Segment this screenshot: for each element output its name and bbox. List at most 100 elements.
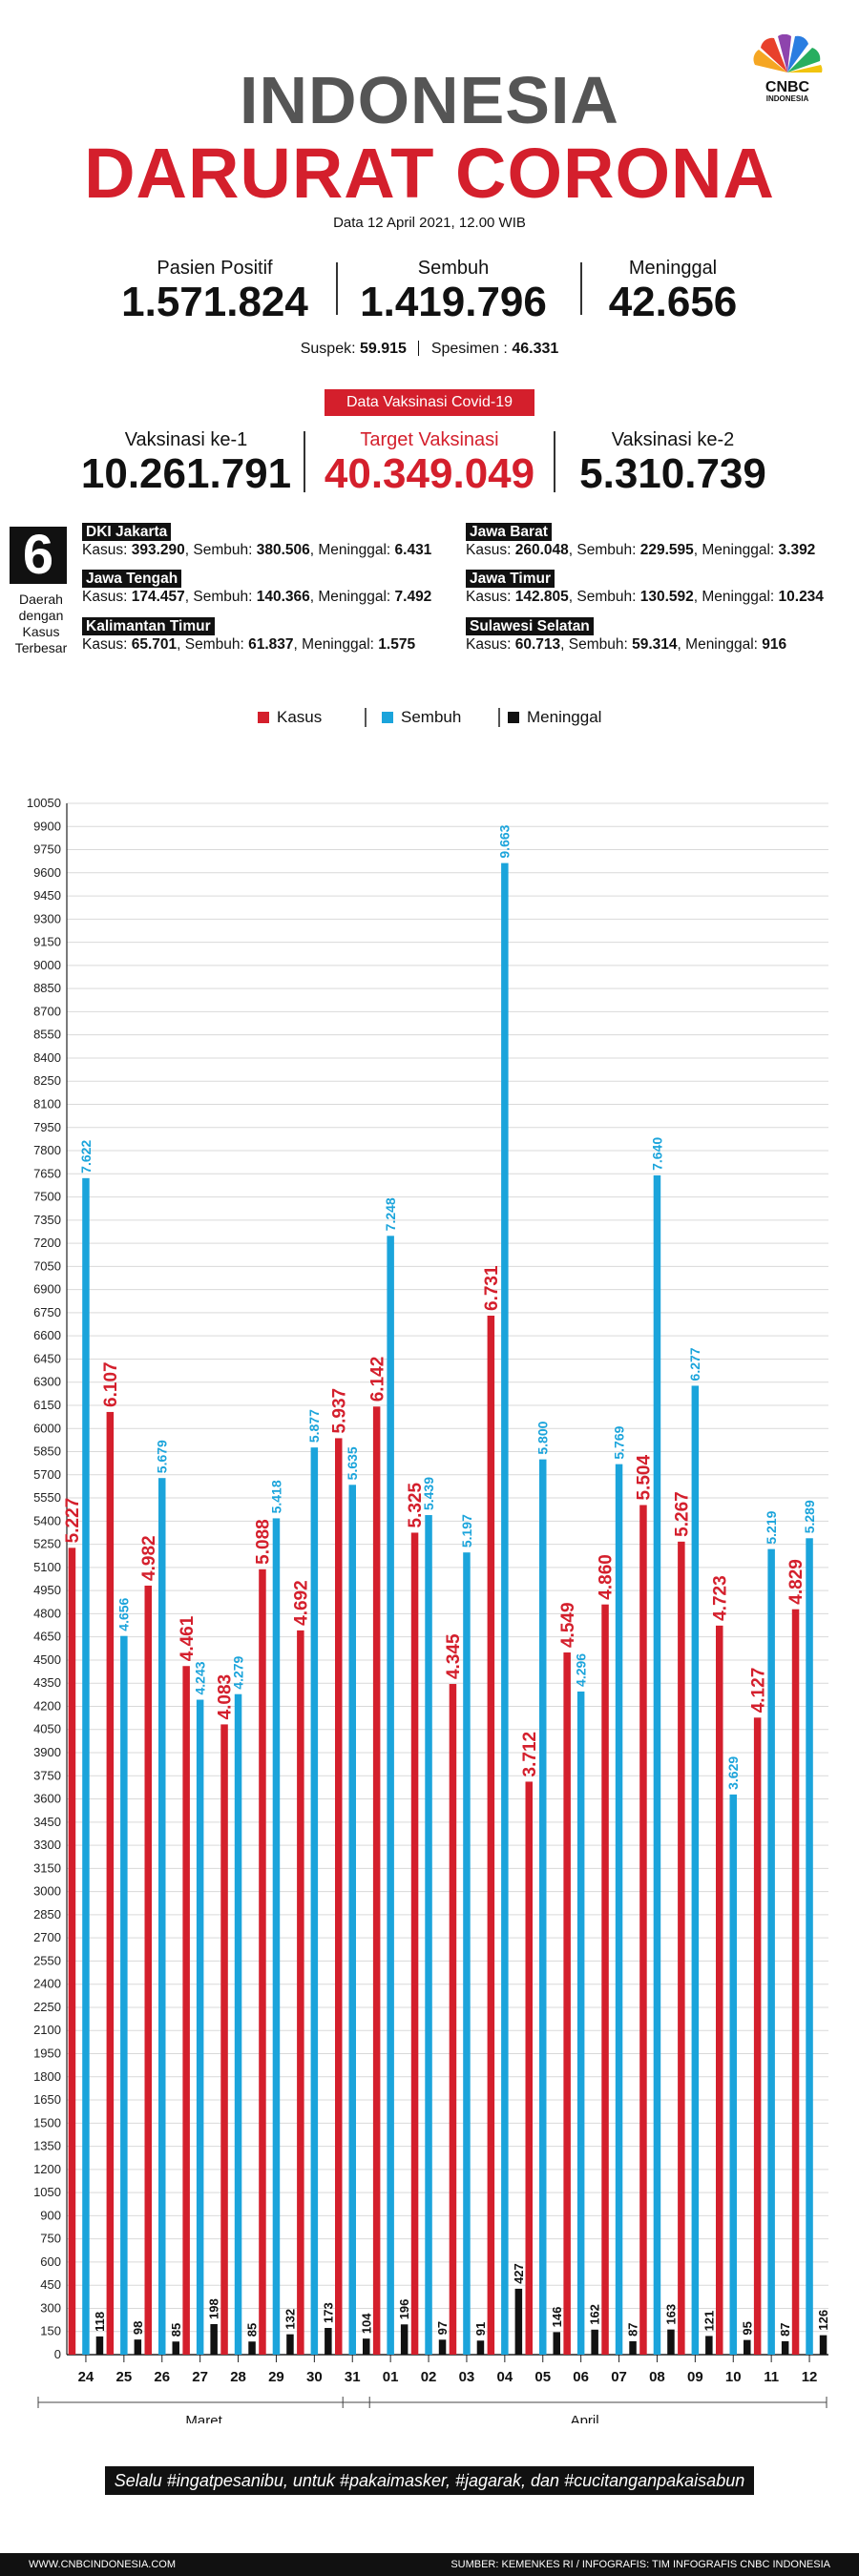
y-tick-label: 2550 (33, 1953, 61, 1967)
kasus-value: 60.713 (514, 636, 561, 653)
region-stats: Kasus: 65.701, Sembuh: 61.837, Meninggal… (82, 636, 416, 653)
bar-meninggal (744, 2339, 751, 2355)
x-tick-label: 05 (534, 2369, 551, 2385)
region-item: Kalimantan Timur Kasus: 65.701, Sembuh: 6… (82, 617, 415, 654)
region-item: Jawa Tengah Kasus: 174.457, Sembuh: 140.3… (82, 570, 431, 606)
y-tick-label: 1950 (33, 2046, 61, 2061)
x-tick-label: 02 (421, 2369, 437, 2385)
y-tick-label: 6300 (33, 1375, 61, 1389)
kasus-label: Kasus: (82, 636, 128, 653)
slogan: Selalu #ingatpesanibu, untuk #pakaimaske… (105, 2466, 754, 2495)
data-label-sembuh: 3.629 (725, 1756, 741, 1790)
region-caption: Daerah dengan Kasus Terbesar (2, 592, 80, 656)
region-stats: Kasus: 393.290, Sembuh: 380.506, Meningg… (82, 542, 432, 558)
bar-kasus (601, 1604, 609, 2355)
bar-kasus (791, 1609, 800, 2355)
kasus-label: Kasus: (466, 542, 512, 558)
data-label-kasus: 4.127 (748, 1668, 768, 1714)
data-label-sembuh: 4.296 (574, 1653, 589, 1687)
bar-sembuh (158, 1478, 166, 2355)
bar-kasus (182, 1666, 190, 2355)
kasus-label: Kasus: (82, 542, 128, 558)
data-label-kasus: 5.325 (406, 1482, 426, 1527)
vaccine-dose1-stat: Vaksinasi ke-1 10.261.791 (57, 429, 315, 497)
y-tick-label: 450 (40, 2277, 61, 2292)
y-tick-label: 5850 (33, 1444, 61, 1459)
data-label-sembuh: 7.622 (78, 1140, 94, 1174)
sembuh-label: Sembuh: (576, 589, 637, 605)
x-tick-label: 11 (764, 2369, 779, 2385)
bar-kasus (487, 1315, 495, 2355)
legend-swatch-kasus (258, 712, 269, 723)
data-label-meninggal: 146 (550, 2307, 564, 2328)
data-label-meninggal: 85 (169, 2323, 183, 2337)
y-tick-label: 3450 (33, 1815, 61, 1829)
bar-sembuh (463, 1552, 471, 2355)
y-tick-label: 7800 (33, 1143, 61, 1157)
bar-sembuh (82, 1177, 90, 2355)
bar-kasus (372, 1406, 381, 2355)
data-label-kasus: 4.829 (786, 1559, 807, 1605)
data-label-kasus: 4.461 (178, 1615, 198, 1661)
bar-sembuh (310, 1447, 319, 2355)
sembuh-value: 59.314 (632, 636, 678, 653)
vaccine-dose1-value: 10.261.791 (80, 450, 292, 497)
deaths-stat: Meninggal 42.656 (582, 258, 764, 325)
cnbc-logo: CNBC INDONESIA (744, 33, 830, 103)
y-tick-label: 600 (40, 2254, 61, 2269)
bar-sembuh (234, 1693, 242, 2355)
kasus-value: 142.805 (514, 589, 569, 605)
bar-meninggal (553, 2332, 560, 2355)
sembuh-label: Sembuh: (193, 542, 253, 558)
data-label-sembuh: 5.635 (345, 1446, 360, 1480)
recovered-label: Sembuh (417, 258, 490, 279)
bar-meninggal (819, 2335, 828, 2355)
bar-meninggal (667, 2329, 675, 2355)
x-tick-label: 12 (802, 2369, 818, 2385)
divider (418, 341, 420, 356)
x-tick-label: 03 (459, 2369, 475, 2385)
data-label-sembuh: 5.197 (459, 1514, 474, 1548)
y-tick-label: 6000 (33, 1421, 61, 1435)
y-tick-label: 3000 (33, 1884, 61, 1899)
data-label-sembuh: 5.289 (802, 1500, 817, 1533)
legend-swatch-sembuh (382, 712, 393, 723)
data-label-meninggal: 427 (512, 2263, 526, 2284)
kasus-label: Kasus: (466, 636, 512, 653)
y-tick-label: 3600 (33, 1792, 61, 1806)
region-name: DKI Jakarta (82, 523, 172, 541)
divider (554, 431, 555, 492)
bar-sembuh (196, 1699, 204, 2355)
bar-kasus (106, 1411, 115, 2355)
bar-sembuh (576, 1691, 585, 2355)
y-tick-label: 9300 (33, 911, 61, 925)
region-name: Jawa Tengah (82, 570, 182, 588)
data-label-meninggal: 91 (473, 2322, 488, 2336)
sembuh-value: 140.366 (256, 589, 310, 605)
data-label-meninggal: 132 (283, 2309, 298, 2330)
recovered-value: 1.419.796 (360, 279, 547, 325)
data-label-kasus: 5.937 (329, 1388, 349, 1434)
legend-item-sembuh: Sembuh (382, 706, 461, 729)
specimen-label: Spesimen : (430, 341, 508, 357)
y-tick-label: 5400 (33, 1513, 61, 1527)
legend-label-meninggal: Meninggal (527, 708, 602, 726)
legend-divider (498, 708, 500, 727)
data-label-kasus: 4.345 (444, 1633, 464, 1679)
y-tick-label: 1050 (33, 2185, 61, 2199)
data-label-sembuh: 4.656 (116, 1597, 132, 1631)
legend-item-meninggal: Meninggal (508, 706, 601, 729)
divider (580, 262, 582, 315)
meninggal-label: Meninggal: (302, 636, 374, 653)
x-tick-label: 04 (497, 2369, 513, 2385)
bar-kasus (410, 1532, 419, 2355)
y-tick-label: 4500 (33, 1652, 61, 1667)
y-tick-label: 5100 (33, 1560, 61, 1574)
y-tick-label: 8400 (33, 1050, 61, 1065)
data-label-meninggal: 95 (740, 2321, 754, 2335)
data-label-kasus: 5.088 (254, 1519, 274, 1565)
bar-meninggal (629, 2340, 637, 2355)
y-tick-label: 7050 (33, 1258, 61, 1273)
footer-site: WWW.CNBCINDONESIA.COM (29, 2559, 176, 2570)
sembuh-label: Sembuh: (193, 589, 253, 605)
